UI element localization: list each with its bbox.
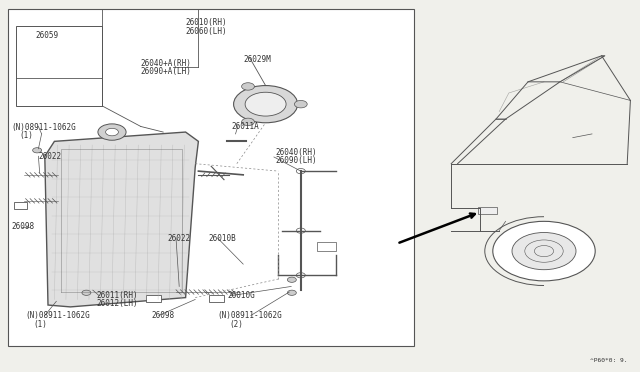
Circle shape: [106, 128, 118, 136]
Text: 26022: 26022: [168, 234, 191, 243]
Bar: [8, 9, 414, 346]
Text: 26090(LH): 26090(LH): [275, 156, 317, 165]
Text: 26010B: 26010B: [208, 234, 236, 243]
Circle shape: [242, 83, 255, 90]
Circle shape: [296, 228, 305, 233]
Text: 26040+A(RH): 26040+A(RH): [141, 59, 191, 68]
Circle shape: [512, 232, 576, 270]
Text: 26010(RH): 26010(RH): [186, 18, 227, 27]
Circle shape: [33, 148, 42, 153]
Circle shape: [493, 221, 595, 281]
Text: (2): (2): [229, 320, 243, 329]
Text: 26012(LH): 26012(LH): [96, 299, 138, 308]
Circle shape: [82, 290, 91, 295]
Polygon shape: [45, 132, 198, 307]
Text: 26029M: 26029M: [243, 55, 271, 64]
Text: 26010G: 26010G: [227, 291, 255, 300]
Circle shape: [287, 290, 296, 295]
Bar: [16, 26, 102, 106]
Circle shape: [234, 86, 298, 123]
Circle shape: [296, 169, 305, 174]
Circle shape: [296, 273, 305, 278]
Text: ^P60*0: 9.: ^P60*0: 9.: [589, 358, 627, 363]
Circle shape: [241, 118, 254, 126]
Text: 26090+A(LH): 26090+A(LH): [141, 67, 191, 76]
Text: 26059: 26059: [35, 31, 58, 40]
Text: 26060(LH): 26060(LH): [186, 27, 227, 36]
Text: 26011(RH): 26011(RH): [96, 291, 138, 300]
Bar: [209, 295, 224, 302]
Text: 26098: 26098: [152, 311, 175, 320]
Text: 26098: 26098: [12, 222, 35, 231]
Text: (1): (1): [19, 131, 33, 140]
Text: 26022: 26022: [38, 152, 61, 161]
Text: (N)08911-1062G: (N)08911-1062G: [218, 311, 282, 320]
Bar: [478, 207, 497, 214]
Bar: [146, 295, 161, 302]
Text: (N)08911-1062G: (N)08911-1062G: [12, 123, 76, 132]
Bar: [14, 202, 27, 209]
Circle shape: [287, 277, 296, 282]
Bar: [317, 242, 336, 251]
Circle shape: [245, 92, 286, 116]
Text: (1): (1): [33, 320, 47, 329]
Text: 26040(RH): 26040(RH): [275, 148, 317, 157]
Text: 26011A: 26011A: [232, 122, 259, 131]
Text: (N)08911-1062G: (N)08911-1062G: [26, 311, 90, 320]
Circle shape: [294, 100, 307, 108]
Circle shape: [98, 124, 126, 140]
